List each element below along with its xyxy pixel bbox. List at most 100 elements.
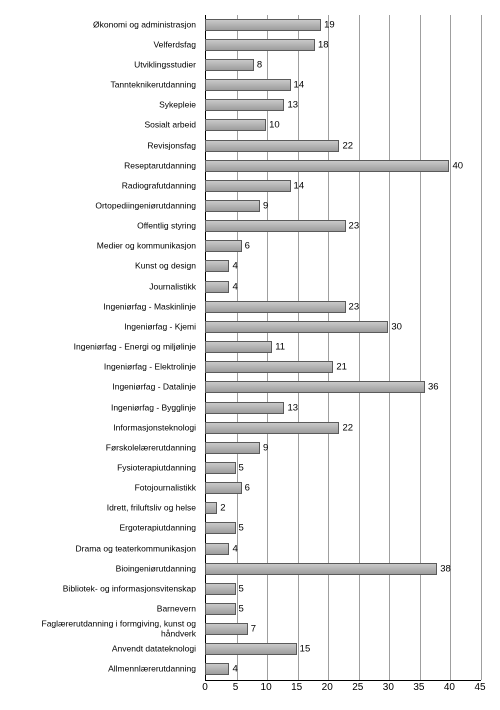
bar-value: 13 bbox=[287, 402, 298, 413]
chart-row: Kunst og design4 bbox=[10, 256, 490, 276]
chart-row: Sosialt arbeid 10 bbox=[10, 115, 490, 135]
chart-row: Ingeniørfag - Kjemi30 bbox=[10, 317, 490, 337]
bar-value: 23 bbox=[349, 221, 360, 232]
bar-value: 11 bbox=[275, 342, 285, 353]
category-label: Fotojournalistikk bbox=[10, 483, 200, 492]
category-label: Fysioterapiutdanning bbox=[10, 463, 200, 472]
bar bbox=[205, 543, 229, 555]
category-label: Barnevern bbox=[10, 604, 200, 613]
category-label: Ingeniørfag - Energi og miljølinje bbox=[10, 342, 200, 351]
category-label: Allmennlærerutdanning bbox=[10, 665, 200, 674]
x-tick-label: 5 bbox=[233, 682, 239, 693]
bar bbox=[205, 321, 388, 333]
x-tick-label: 45 bbox=[474, 682, 485, 693]
bar-value: 4 bbox=[232, 281, 237, 292]
category-label: Drama og teaterkommunikasjon bbox=[10, 544, 200, 553]
category-label: Ingeniørfag - Elektrolinje bbox=[10, 363, 200, 372]
bar-value: 23 bbox=[349, 301, 360, 312]
chart-row: Barnevern5 bbox=[10, 599, 490, 619]
category-label: Informasjonsteknologi bbox=[10, 423, 200, 432]
chart-row: Ingeniørfag - Bygglinje13 bbox=[10, 397, 490, 417]
category-label: Faglærerutdanning i formgiving, kunst og… bbox=[10, 620, 200, 639]
bar-value: 40 bbox=[452, 160, 463, 171]
bar-value: 21 bbox=[336, 362, 347, 373]
bar-value: 10 bbox=[269, 120, 280, 131]
chart-row: Offentlig styring 23 bbox=[10, 216, 490, 236]
bar bbox=[205, 39, 315, 51]
chart-row: Ingeniørfag - Maskinlinje 23 bbox=[10, 297, 490, 317]
category-label: Utviklingsstudier bbox=[10, 60, 200, 69]
bar bbox=[205, 160, 449, 172]
bar-value: 15 bbox=[300, 644, 311, 655]
chart-row: Informasjonsteknologi 22 bbox=[10, 418, 490, 438]
category-label: Ingeniørfag - Kjemi bbox=[10, 322, 200, 331]
category-label: Førskolelærerutdanning bbox=[10, 443, 200, 452]
category-label: Revisjonsfag bbox=[10, 141, 200, 150]
bar bbox=[205, 140, 339, 152]
bar bbox=[205, 462, 236, 474]
bar-value: 22 bbox=[342, 140, 353, 151]
category-label: Journalistikk bbox=[10, 282, 200, 291]
bar-value: 14 bbox=[294, 80, 305, 91]
bar-value: 14 bbox=[294, 180, 305, 191]
bar bbox=[205, 603, 236, 615]
bar bbox=[205, 260, 229, 272]
chart-row: Økonomi og administrasjon19 bbox=[10, 15, 490, 35]
bar-value: 7 bbox=[251, 624, 256, 635]
bar bbox=[205, 240, 242, 252]
chart-row: Anvendt datateknologi15 bbox=[10, 639, 490, 659]
chart-row: Velferdsfag 18 bbox=[10, 35, 490, 55]
bar-value: 5 bbox=[239, 583, 244, 594]
chart-row: Ergoterapiutdanning5 bbox=[10, 518, 490, 538]
x-tick-label: 30 bbox=[383, 682, 394, 693]
category-label: Ingeniørfag - Datalinje bbox=[10, 383, 200, 392]
bar bbox=[205, 502, 217, 514]
chart-row: Faglærerutdanning i formgiving, kunst og… bbox=[10, 619, 490, 639]
bar bbox=[205, 341, 272, 353]
chart-row: Allmennlærerutdanning 4 bbox=[10, 659, 490, 679]
chart-row: Radiografutdanning 14 bbox=[10, 176, 490, 196]
category-label: Sosialt arbeid bbox=[10, 121, 200, 130]
bar-value: 9 bbox=[263, 442, 268, 453]
chart-row: Sykepleie13 bbox=[10, 95, 490, 115]
chart-row: Revisjonsfag 22 bbox=[10, 135, 490, 155]
x-tick-label: 25 bbox=[352, 682, 363, 693]
bar bbox=[205, 281, 229, 293]
bar-value: 36 bbox=[428, 382, 439, 393]
bar bbox=[205, 623, 248, 635]
bar bbox=[205, 422, 339, 434]
bar-value: 4 bbox=[232, 664, 237, 675]
bar-value: 6 bbox=[245, 241, 250, 252]
chart-row: Ingeniørfag - Elektrolinje 21 bbox=[10, 357, 490, 377]
bar bbox=[205, 180, 291, 192]
category-label: Kunst og design bbox=[10, 262, 200, 271]
bar-value: 9 bbox=[263, 201, 268, 212]
bar bbox=[205, 99, 284, 111]
bar bbox=[205, 442, 260, 454]
category-label: Sykepleie bbox=[10, 101, 200, 110]
bar bbox=[205, 583, 236, 595]
chart-row: Idrett, friluftsliv og helse2 bbox=[10, 498, 490, 518]
bar-value: 4 bbox=[232, 543, 237, 554]
bar-value: 8 bbox=[257, 59, 262, 70]
category-label: Radiografutdanning bbox=[10, 181, 200, 190]
bar bbox=[205, 663, 229, 675]
chart-row: Ingeniørfag - Datalinje 36 bbox=[10, 377, 490, 397]
category-label: Velferdsfag bbox=[10, 40, 200, 49]
bar-value: 18 bbox=[318, 39, 329, 50]
x-tick-label: 40 bbox=[444, 682, 455, 693]
bar-value: 19 bbox=[324, 19, 335, 30]
x-tick-label: 35 bbox=[413, 682, 424, 693]
chart-row: Medier og kommunikasjon6 bbox=[10, 236, 490, 256]
category-label: Ingeniørfag - Maskinlinje bbox=[10, 302, 200, 311]
chart-row: Journalistikk 4 bbox=[10, 277, 490, 297]
bar-value: 5 bbox=[239, 462, 244, 473]
bar-value: 38 bbox=[440, 563, 451, 574]
x-tick-label: 0 bbox=[202, 682, 208, 693]
bar bbox=[205, 79, 291, 91]
bar bbox=[205, 119, 266, 131]
bar-value: 6 bbox=[245, 483, 250, 494]
bar-value: 22 bbox=[342, 422, 353, 433]
category-label: Offentlig styring bbox=[10, 221, 200, 230]
category-label: Ortopediingeniørutdanning bbox=[10, 201, 200, 210]
